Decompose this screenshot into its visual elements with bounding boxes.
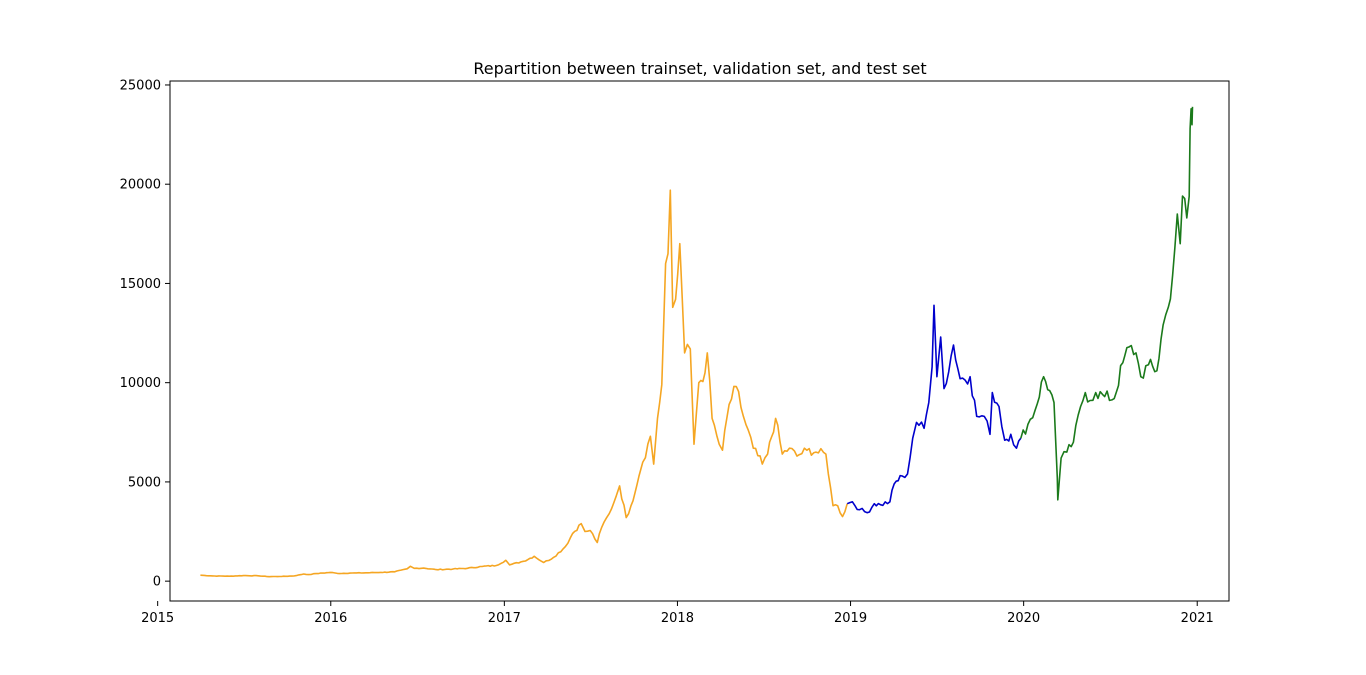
x-tick-label-6: 2021 [1181, 611, 1214, 626]
x-tick-label-4: 2019 [834, 611, 867, 626]
series-line-3 [1020, 106, 1194, 501]
x-tick-label-2: 2017 [488, 611, 521, 626]
y-tick-label-4: 20000 [120, 178, 161, 193]
y-tick-label-5: 25000 [120, 78, 161, 93]
x-tick-label-5: 2020 [1007, 611, 1040, 626]
series-line-1 [200, 189, 848, 578]
plot-frame [169, 80, 1230, 602]
y-tick-label-3: 15000 [120, 277, 161, 292]
y-tick-label-0: 0 [153, 575, 161, 590]
y-axis: 0 5000 10000 15000 20000 25000 [120, 78, 170, 590]
x-axis: 2015 2016 2017 2018 2019 2020 2021 [141, 601, 1214, 626]
series-layer [200, 106, 1194, 578]
series-line-2 [846, 304, 1022, 514]
y-tick-label-1: 5000 [128, 475, 161, 490]
x-tick-label-3: 2018 [661, 611, 694, 626]
chart-title: Repartition between trainset, validation… [473, 59, 926, 78]
x-tick-label-0: 2015 [141, 611, 174, 626]
x-tick-label-1: 2016 [314, 611, 347, 626]
y-tick-label-2: 10000 [120, 376, 161, 391]
